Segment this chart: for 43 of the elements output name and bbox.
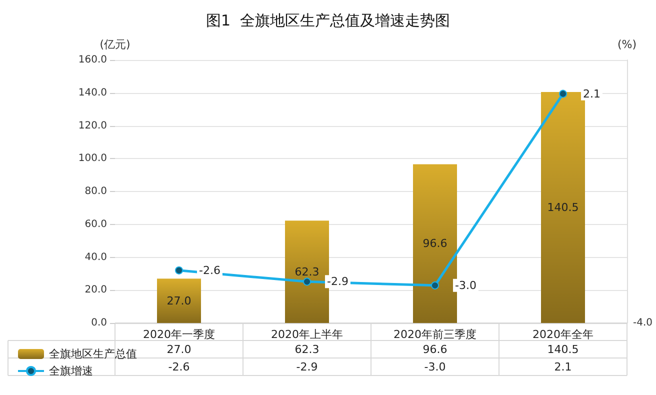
legend-label: 全旗地区生产总值 <box>49 348 137 360</box>
y-axis-title: (亿元) <box>100 38 130 51</box>
text: 27.0 <box>166 294 192 308</box>
x-tick-label: 2020年上半年 <box>271 328 343 341</box>
text: -4.0 <box>633 318 653 328</box>
y-tick-label: 0.0 <box>91 318 107 328</box>
bar <box>541 92 585 323</box>
text: 62.3 <box>294 265 320 278</box>
text: -3.0 <box>455 278 476 292</box>
legend-label: 全旗增速 <box>49 364 93 378</box>
x-tick-label: 2020年前三季度 <box>394 328 476 341</box>
point <box>175 266 183 274</box>
data-label: -2.6 <box>168 360 190 374</box>
bar <box>157 278 201 323</box>
text: -2.6 <box>199 264 220 277</box>
point <box>303 278 311 286</box>
data-label: 140.5 <box>547 342 579 356</box>
data-label: -2.9 <box>296 360 318 374</box>
text: 96.6 <box>422 237 448 250</box>
bar <box>285 220 329 323</box>
point <box>431 281 439 290</box>
data-label: 62.3 <box>294 342 320 356</box>
x-tick-label: 2020年全年 <box>532 328 594 341</box>
point <box>559 90 567 98</box>
y-tick-label: 160.0 <box>78 54 107 66</box>
bar <box>413 164 457 323</box>
y2-axis-title: (%) <box>617 38 637 51</box>
data-label: 96.6 <box>422 342 448 356</box>
y-tick-label: 120.0 <box>78 120 107 132</box>
y-tick-label: 60.0 <box>84 218 107 230</box>
data-label: 27.0 <box>166 342 192 356</box>
y-tick-label: 40.0 <box>84 252 107 263</box>
data-label: 2.1 <box>554 360 572 374</box>
data-label: -3.0 <box>424 360 446 374</box>
y-tick-label: 20.0 <box>84 284 107 296</box>
y-tick-label: 140.0 <box>78 87 107 98</box>
text: -2.9 <box>327 275 348 288</box>
x-tick-label: 2020年一季度 <box>143 328 215 341</box>
y-tick-label: 100.0 <box>78 153 107 164</box>
y-tick-label: 80.0 <box>84 186 107 197</box>
text: 140.5 <box>547 201 579 214</box>
chart-title: 图1 全旗地区生产总值及增速走势图 <box>206 12 450 30</box>
text: 2.1 <box>583 87 600 100</box>
